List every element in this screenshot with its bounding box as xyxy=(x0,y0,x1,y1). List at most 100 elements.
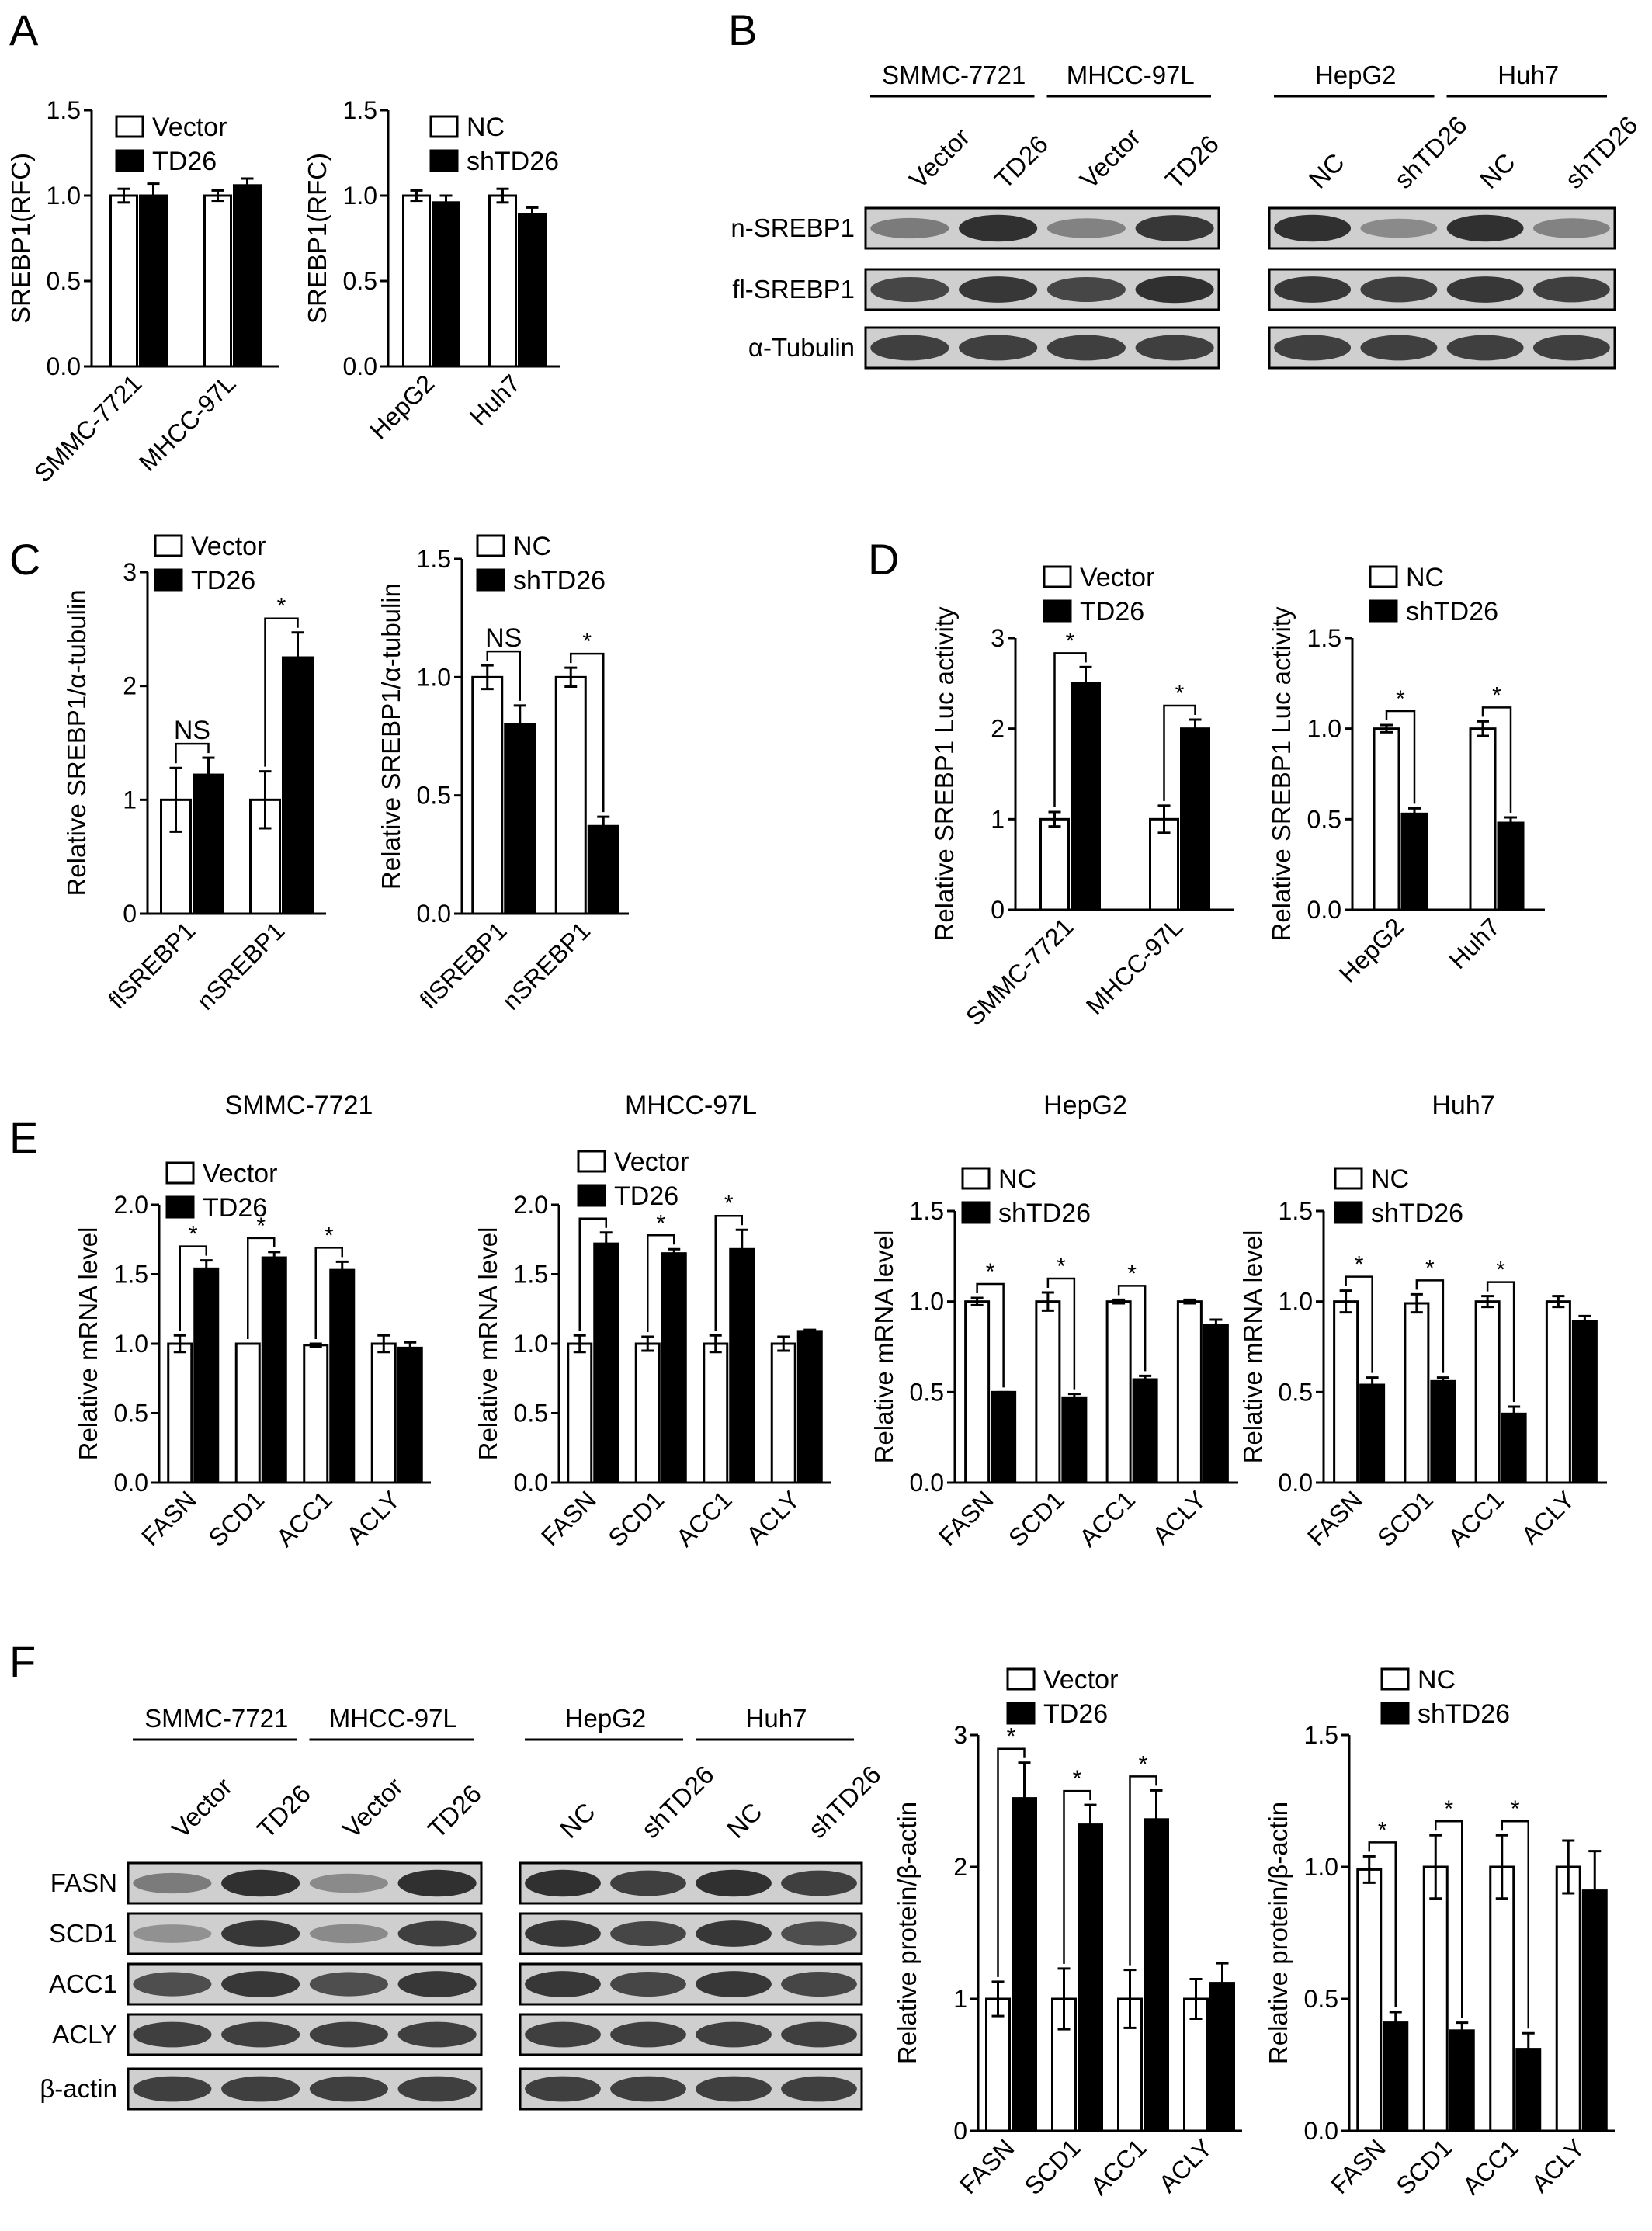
bar xyxy=(1497,821,1525,911)
significance-bracket xyxy=(1415,1279,1445,1373)
bar xyxy=(1203,1324,1229,1484)
significance-bracket xyxy=(1385,710,1416,804)
blot-band xyxy=(397,1869,477,1897)
bar xyxy=(1333,1300,1359,1484)
legend-label: NC xyxy=(998,1164,1036,1194)
blot-group-label: Huh7 xyxy=(1498,61,1559,89)
y-axis-label: Relative mRNA level xyxy=(474,1227,502,1461)
bar xyxy=(1501,1412,1527,1484)
blot-lane-label: TD26 xyxy=(422,1779,487,1844)
blot-band xyxy=(959,335,1038,361)
legend-swatch xyxy=(476,534,505,557)
panel-label-b: B xyxy=(728,5,757,54)
y-tick-label: 1.5 xyxy=(417,545,451,573)
significance-mark: * xyxy=(1492,682,1501,708)
legend-swatch xyxy=(1369,599,1398,623)
blot-band xyxy=(1135,276,1214,304)
bar xyxy=(1515,2048,1542,2132)
y-axis-label: Relative mRNA level xyxy=(74,1227,102,1461)
significance-mark: * xyxy=(1511,1796,1520,1822)
blot-band xyxy=(781,2076,857,2102)
significance-bracket xyxy=(578,1217,607,1331)
chart-d1: 0 1 2 3 Relative SREBP1 Luc activity Vector TD… xyxy=(930,563,1234,1031)
y-tick-label: 1.5 xyxy=(343,96,377,124)
bar xyxy=(1404,1302,1430,1484)
blot-band xyxy=(696,1869,772,1897)
y-tick-label: 1.5 xyxy=(910,1197,944,1225)
chart-title: HepG2 xyxy=(1043,1091,1127,1120)
significance-bracket xyxy=(175,742,210,764)
bar xyxy=(1061,1396,1088,1484)
x-tick-label: ACC1 xyxy=(1442,1485,1509,1552)
bar xyxy=(233,184,262,368)
blot-lane-label: NC xyxy=(1303,147,1350,194)
bar xyxy=(593,1242,620,1484)
significance-bracket xyxy=(179,1245,207,1331)
legend-label: shTD26 xyxy=(998,1199,1091,1228)
blot-band xyxy=(221,2021,300,2048)
y-tick-label: 0.5 xyxy=(417,782,451,810)
blot-band xyxy=(1274,276,1352,303)
y-tick-label: 1.0 xyxy=(1307,715,1341,743)
chart-title: MHCC-97L xyxy=(625,1091,757,1120)
bar xyxy=(1373,727,1400,911)
chart-e2: 0.0 0.5 1.0 1.5 2.0 Relative mRNA level MHCC-9… xyxy=(474,1091,831,1552)
bar xyxy=(397,1346,423,1484)
significance-bracket xyxy=(976,1282,1005,1388)
legend-label: TD26 xyxy=(1080,597,1144,626)
y-tick-label: 0 xyxy=(123,900,137,928)
y-tick-label: 3 xyxy=(123,558,137,586)
legend-swatch xyxy=(1006,1667,1036,1691)
x-tick-label: SCD1 xyxy=(203,1485,269,1552)
significance-bracket xyxy=(1063,1789,1092,1964)
blot-band xyxy=(133,1924,212,1943)
x-tick-label: ACC1 xyxy=(1074,1485,1140,1552)
legend-swatch xyxy=(165,1195,195,1219)
bar xyxy=(1555,1865,1581,2132)
significance-mark: * xyxy=(1007,1724,1016,1750)
bar xyxy=(587,824,620,915)
significance-mark: * xyxy=(1444,1796,1453,1822)
legend-swatch xyxy=(1043,599,1072,623)
x-tick-label: SCD1 xyxy=(1372,1485,1439,1552)
blot-band xyxy=(610,2076,686,2102)
bar xyxy=(1430,1379,1456,1484)
significance-mark: * xyxy=(189,1222,198,1247)
legend-label: NC xyxy=(1418,1665,1456,1695)
x-tick-label: ACLY xyxy=(341,1485,405,1549)
significance-mark: * xyxy=(582,629,592,654)
blot-band xyxy=(1135,215,1214,241)
y-tick-label: 1.5 xyxy=(1304,1721,1338,1749)
y-tick-label: 0.0 xyxy=(514,1469,548,1497)
blot-lane-label: Vector xyxy=(166,1772,238,1844)
blot-band xyxy=(781,1870,857,1896)
legend-label: NC xyxy=(513,532,551,561)
blot-row-label: FASN xyxy=(50,1868,117,1897)
legend-swatch xyxy=(165,1161,195,1185)
significance-mark: * xyxy=(1066,628,1075,654)
blot-band xyxy=(1446,276,1524,303)
blot-lane-label: shTD26 xyxy=(1560,110,1643,194)
blot-band xyxy=(1360,218,1438,238)
bar xyxy=(634,1342,661,1484)
bar xyxy=(303,1344,329,1484)
x-tick-label: SCD1 xyxy=(602,1485,669,1552)
blot-band xyxy=(525,1920,601,1947)
bar xyxy=(1469,727,1497,911)
significance-mark: * xyxy=(1127,1261,1137,1286)
blot-band xyxy=(781,1921,857,1946)
x-tick-label: ACC1 xyxy=(271,1485,338,1552)
blot-band xyxy=(1046,218,1126,238)
blot-group-label: Huh7 xyxy=(746,1704,807,1733)
bar xyxy=(432,201,460,368)
x-tick-label: nSREBP1 xyxy=(191,916,290,1015)
panel-label-a: A xyxy=(9,5,39,54)
x-tick-label: flSREBP1 xyxy=(102,916,200,1014)
bar xyxy=(488,194,517,368)
bar xyxy=(1400,812,1428,911)
bar xyxy=(1210,1982,1235,2132)
y-tick-label: 1 xyxy=(123,786,137,814)
